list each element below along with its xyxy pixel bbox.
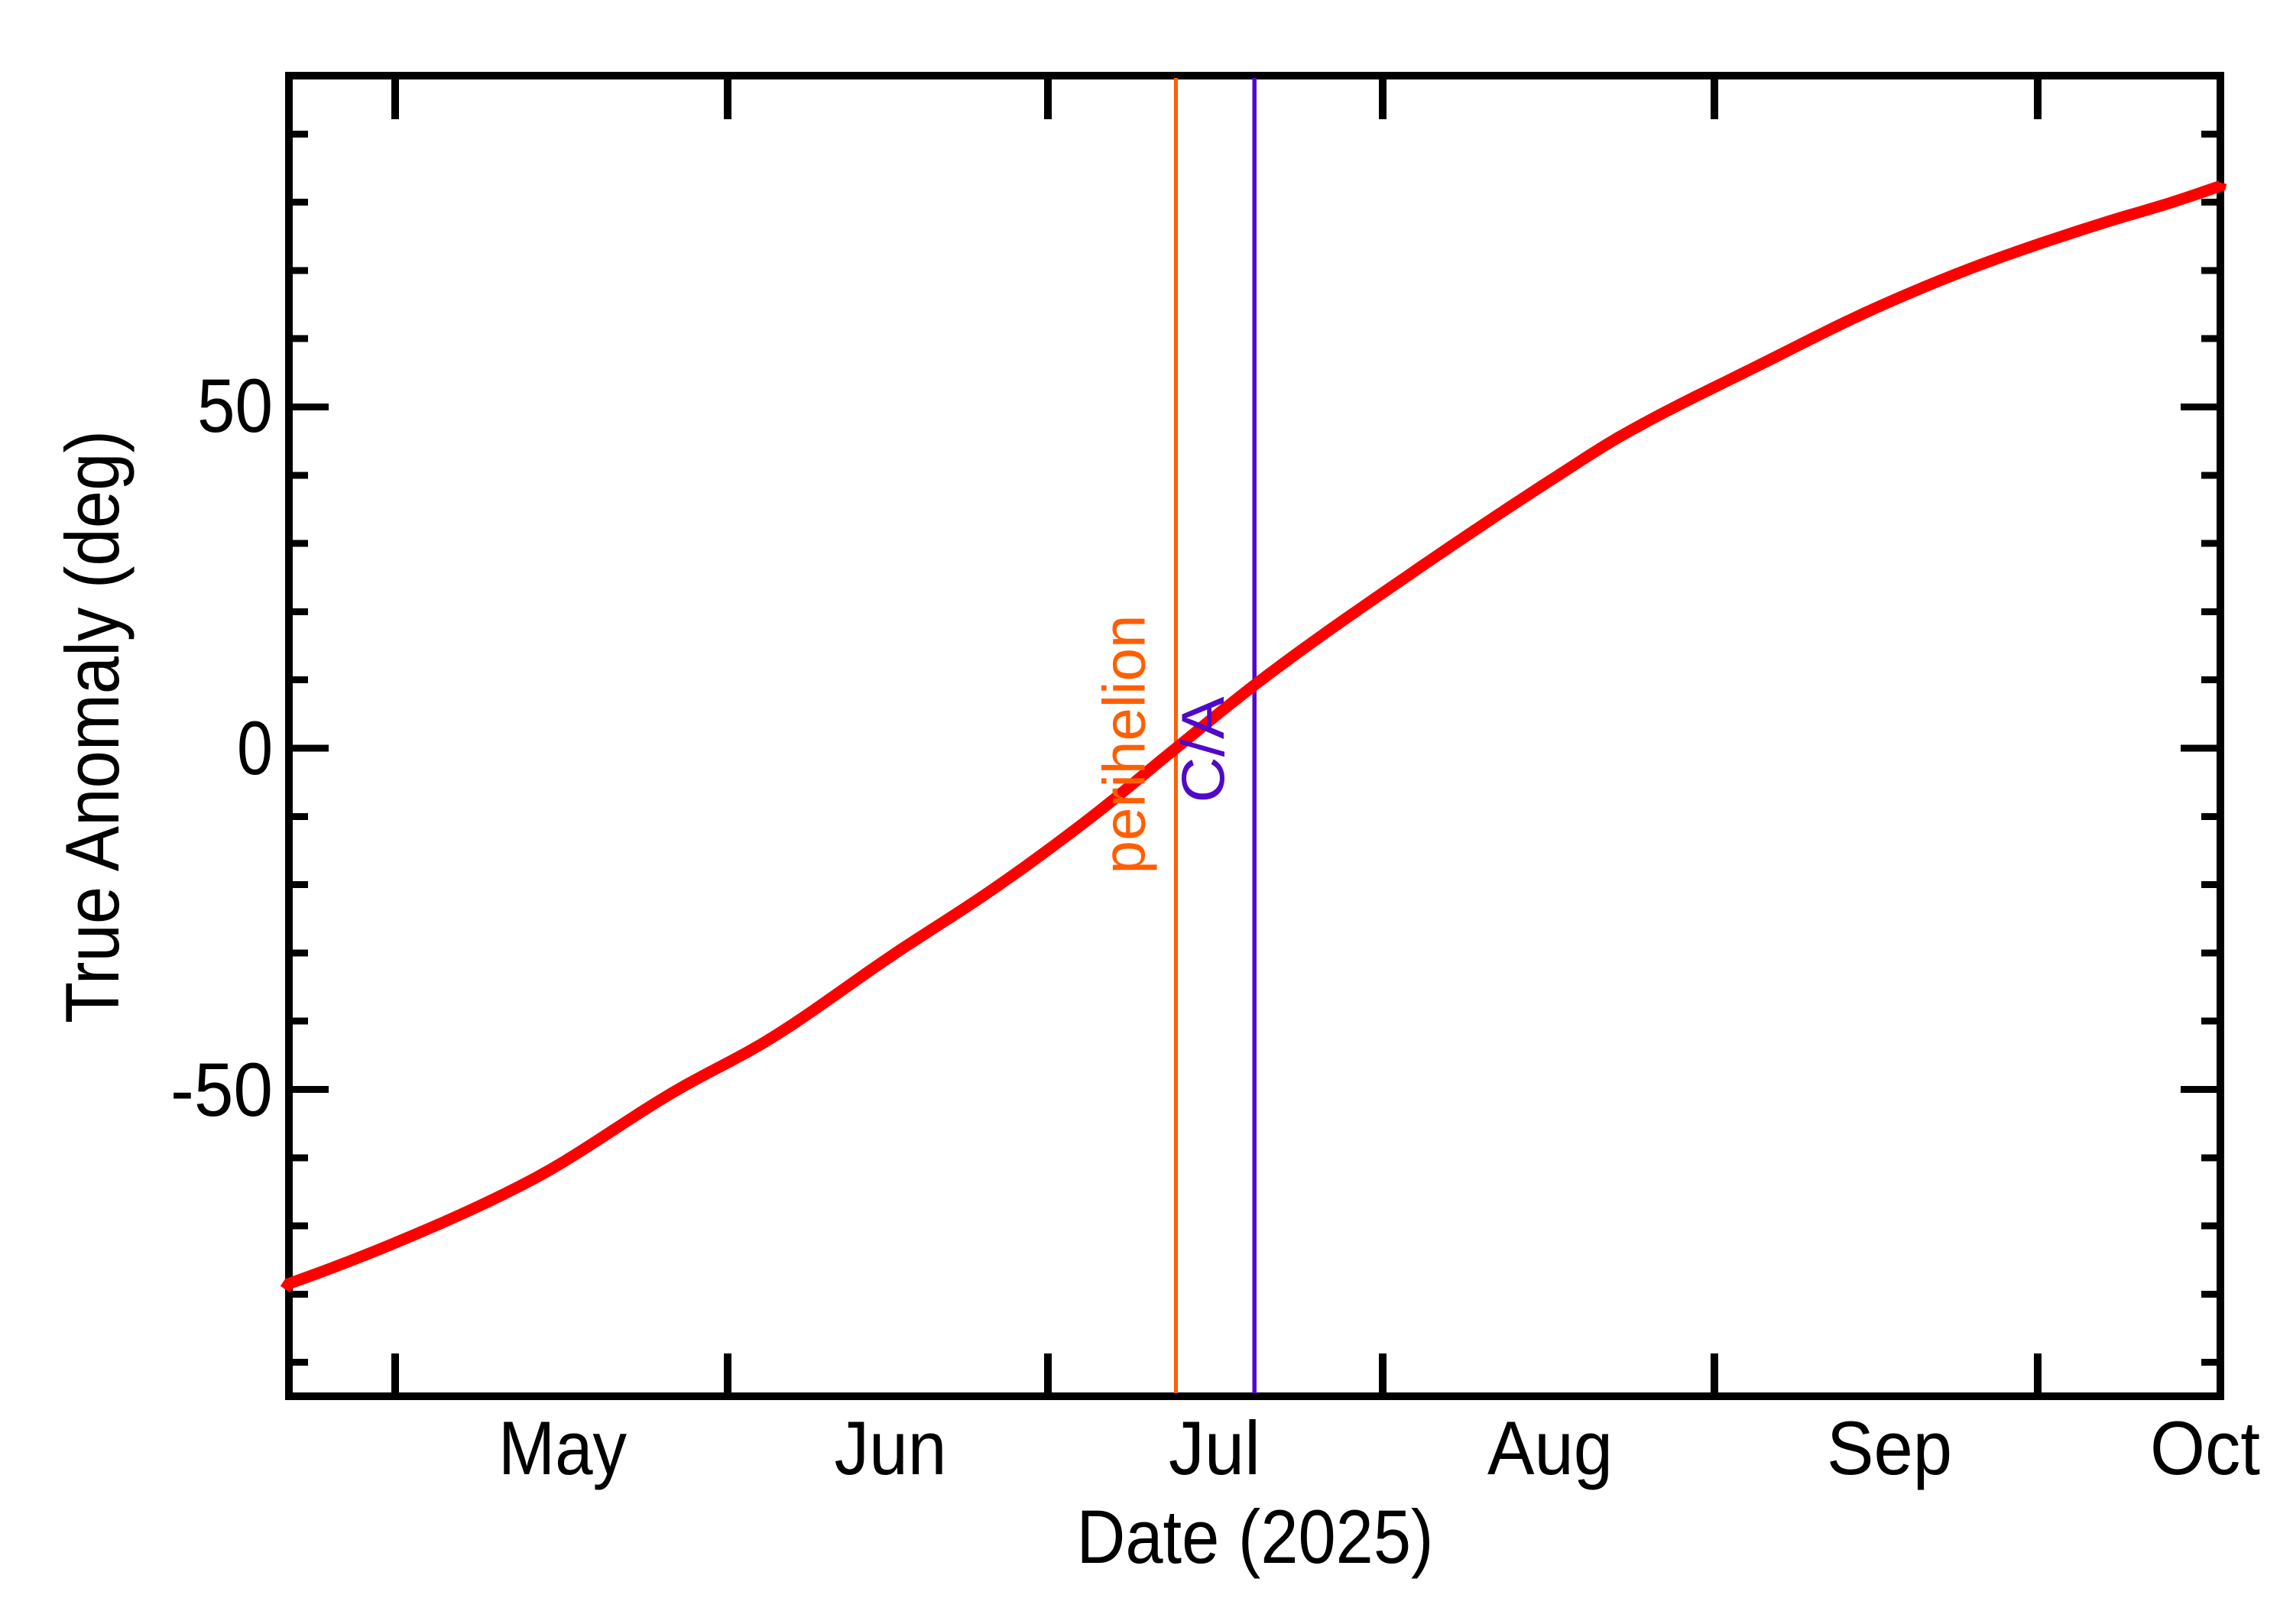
svg-text:-50: -50 [170,1047,273,1132]
svg-text:Aug: Aug [1487,1405,1613,1490]
svg-text:Oct: Oct [2150,1405,2260,1490]
svg-text:Sep: Sep [1827,1405,1952,1490]
svg-text:C/A: C/A [1169,696,1237,802]
svg-text:0: 0 [237,705,273,790]
svg-text:50: 50 [197,363,273,448]
svg-text:May: May [498,1405,627,1490]
svg-text:perihelion: perihelion [1091,615,1158,874]
svg-text:Date (2025): Date (2025) [1077,1494,1434,1579]
svg-text:Jul: Jul [1169,1405,1260,1490]
svg-text:Jun: Jun [835,1405,947,1490]
svg-text:True Anomaly (deg): True Anomaly (deg) [50,430,135,1023]
